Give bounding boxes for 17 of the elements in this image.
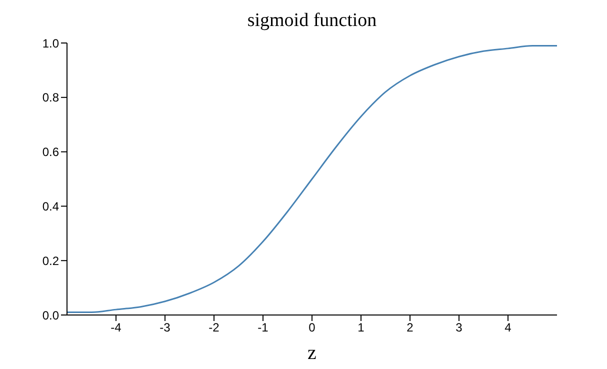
y-tick-label: 0.2 — [42, 254, 60, 268]
y-tick-label: 0.4 — [42, 199, 60, 214]
x-tick-label: 1 — [358, 320, 365, 335]
x-tick-label: -1 — [258, 320, 269, 335]
x-tick-label: 0 — [308, 320, 316, 335]
x-tick-label: -4 — [110, 320, 122, 335]
y-tick-label: 0.6 — [42, 145, 60, 160]
x-tick-label: -2 — [208, 320, 220, 335]
x-tick-label: -3 — [160, 320, 171, 335]
x-tick-label: 3 — [456, 320, 463, 335]
x-axis-title: z — [308, 342, 317, 364]
y-tick-label: 0.8 — [42, 90, 60, 105]
y-tick-label: 0.0 — [42, 308, 60, 322]
x-tick-label: 4 — [504, 320, 512, 335]
chart-title: sigmoid function — [246, 10, 378, 32]
y-tick-label: 1.0 — [42, 36, 60, 50]
x-tick-label: 2 — [406, 320, 414, 335]
